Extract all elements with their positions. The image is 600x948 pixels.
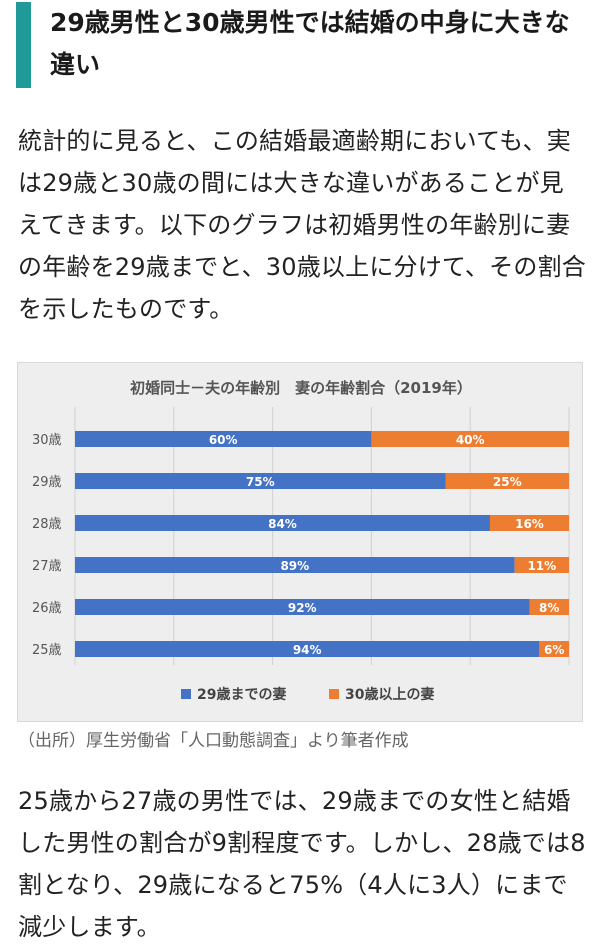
category-tick-label: 28歳 (32, 517, 62, 532)
category-tick-label: 26歳 (32, 601, 62, 616)
chart-title: 初婚同士－夫の年齢別 妻の年齢割合（2019年） (130, 379, 472, 397)
data-label: 11% (527, 559, 556, 573)
bar-segment-under-29 (75, 473, 446, 489)
bar-segment-30-plus (514, 557, 569, 573)
body-paragraph-2: 25歳から27歳の男性では、29歳までの女性と結婚した男性の割合が9割程度です。… (18, 787, 586, 941)
category-tick-label: 25歳 (32, 643, 62, 658)
bar-segment-30-plus (445, 473, 569, 489)
data-label: 94% (293, 643, 322, 657)
data-label: 84% (268, 517, 297, 531)
category-tick-label: 29歳 (32, 475, 62, 490)
data-label: 89% (280, 559, 309, 573)
data-label: 6% (544, 643, 564, 657)
data-label: 92% (288, 601, 317, 615)
bar-segment-under-29 (75, 557, 515, 573)
category-tick-label: 30歳 (32, 433, 62, 448)
chart-canvas: 初婚同士－夫の年齢別 妻の年齢割合（2019年） 30歳 60% 40% 29歳 75% 2… (32, 379, 570, 703)
bar-segment-under-29 (75, 515, 490, 531)
data-label: 60% (209, 433, 238, 447)
bar-segment-30-plus (371, 431, 569, 447)
data-label: 8% (539, 601, 559, 615)
legend-swatch (329, 689, 339, 699)
data-label: 25% (493, 475, 522, 489)
heading-accent-bar (16, 2, 31, 88)
legend-label: 30歳以上の妻 (345, 686, 434, 703)
bar-segment-under-29 (75, 431, 372, 447)
section-title: 29歳男性と30歳男性では結婚の中身に大きな違い (50, 8, 570, 79)
legend-swatch (181, 689, 191, 699)
category-tick-label: 27歳 (32, 559, 62, 574)
section-heading: 29歳男性と30歳男性では結婚の中身に大きな違い (16, 0, 586, 92)
source-caption: （出所）厚生労働省「人口動態調査」より筆者作成 (18, 731, 409, 751)
data-label: 16% (515, 517, 544, 531)
body-paragraph-1: 統計的に見ると、この結婚最適齢期においても、実は29歳と30歳の間には大きな違い… (18, 127, 586, 323)
bar-segment-under-29 (75, 599, 530, 615)
bar-segment-30-plus (529, 599, 569, 615)
bar-segment-under-29 (75, 641, 540, 657)
data-label: 40% (456, 433, 485, 447)
bar-segment-30-plus (539, 641, 569, 657)
stacked-bar-chart: 初婚同士－夫の年齢別 妻の年齢割合（2019年） 30歳 60% 40% 29歳 75% 2… (17, 362, 583, 722)
data-label: 75% (246, 475, 275, 489)
bar-segment-30-plus (489, 515, 569, 531)
legend-label: 29歳までの妻 (197, 686, 286, 703)
